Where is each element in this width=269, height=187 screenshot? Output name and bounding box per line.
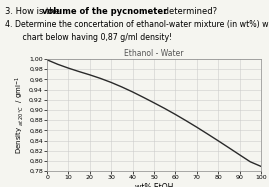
- Text: determined?: determined?: [161, 7, 218, 16]
- X-axis label: wt% EtOH: wt% EtOH: [135, 183, 173, 187]
- Text: volume of the pycnometer: volume of the pycnometer: [42, 7, 167, 16]
- Title: Ethanol - Water: Ethanol - Water: [124, 49, 184, 58]
- Y-axis label: Density$_{\ at\ 20°C}$  / gml$^{-1}$: Density$_{\ at\ 20°C}$ / gml$^{-1}$: [14, 76, 26, 154]
- Text: 4. Determine the concertation of ethanol-water mixture (in wt%) with the aid of : 4. Determine the concertation of ethanol…: [5, 20, 269, 29]
- Text: chart below having 0,87 g/ml density!: chart below having 0,87 g/ml density!: [15, 33, 172, 42]
- Text: 3. How is the: 3. How is the: [5, 7, 63, 16]
